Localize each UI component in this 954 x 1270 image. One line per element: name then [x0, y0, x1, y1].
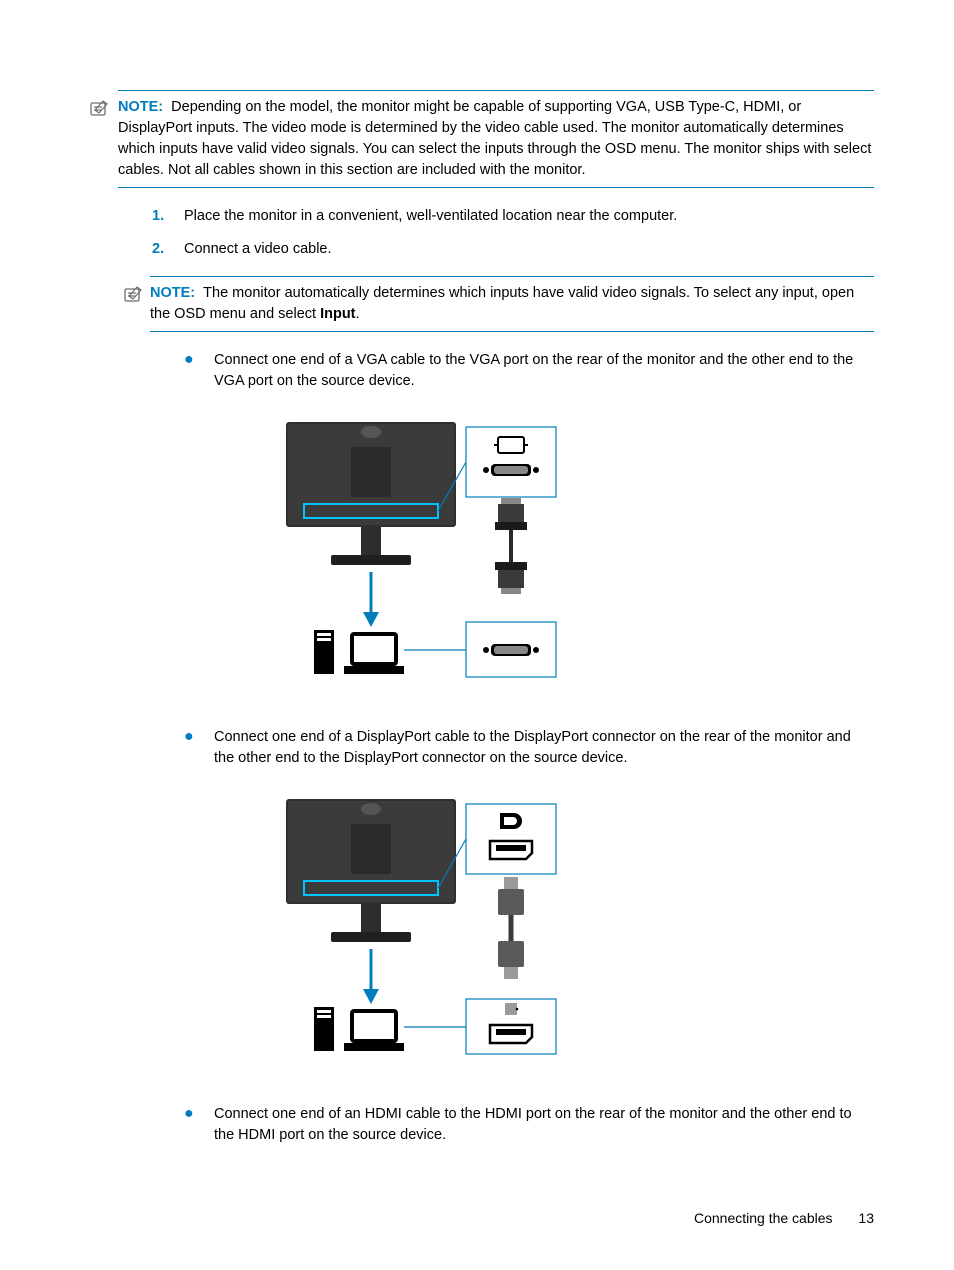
bullet-marker: ●: [184, 1104, 214, 1146]
step-number: 2.: [152, 239, 184, 260]
step-2: 2. Connect a video cable.: [152, 239, 874, 260]
bullet-vga: ● Connect one end of a VGA cable to the …: [184, 350, 874, 392]
bullet-hdmi: ● Connect one end of an HDMI cable to th…: [184, 1104, 874, 1146]
note-label: NOTE:: [118, 99, 163, 115]
bullet-marker: ●: [184, 727, 214, 769]
bullet-text: Connect one end of an HDMI cable to the …: [214, 1104, 874, 1146]
note-text-post: .: [356, 306, 360, 322]
figure-vga: [276, 412, 874, 699]
step-text: Connect a video cable.: [184, 239, 332, 260]
note-icon: [122, 283, 148, 312]
bullet-text: Connect one end of a VGA cable to the VG…: [214, 350, 874, 392]
bullet-text: Connect one end of a DisplayPort cable t…: [214, 727, 874, 769]
step-1: 1. Place the monitor in a convenient, we…: [152, 206, 874, 227]
note-block-top: NOTE: Depending on the model, the monito…: [118, 90, 874, 188]
step-number: 1.: [152, 206, 184, 227]
bullet-list: ● Connect one end of a VGA cable to the …: [118, 350, 874, 392]
footer-page: 13: [858, 1210, 874, 1226]
note-text: Depending on the model, the monitor migh…: [118, 99, 871, 178]
note-text-pre: The monitor automatically determines whi…: [150, 285, 854, 322]
footer-title: Connecting the cables: [694, 1210, 833, 1226]
bullet-dp: ● Connect one end of a DisplayPort cable…: [184, 727, 874, 769]
bullet-marker: ●: [184, 350, 214, 392]
note-text-bold: Input: [320, 306, 355, 322]
note-block-inner: NOTE: The monitor automatically determin…: [150, 276, 874, 332]
steps-list: 1. Place the monitor in a convenient, we…: [152, 206, 874, 260]
bullet-list: ● Connect one end of a DisplayPort cable…: [118, 727, 874, 769]
note-icon: [88, 97, 116, 126]
page-footer: Connecting the cables 13: [694, 1208, 874, 1228]
step-text: Place the monitor in a convenient, well-…: [184, 206, 677, 227]
bullet-list: ● Connect one end of an HDMI cable to th…: [118, 1104, 874, 1146]
note-label: NOTE:: [150, 285, 195, 301]
figure-displayport: [276, 789, 874, 1076]
